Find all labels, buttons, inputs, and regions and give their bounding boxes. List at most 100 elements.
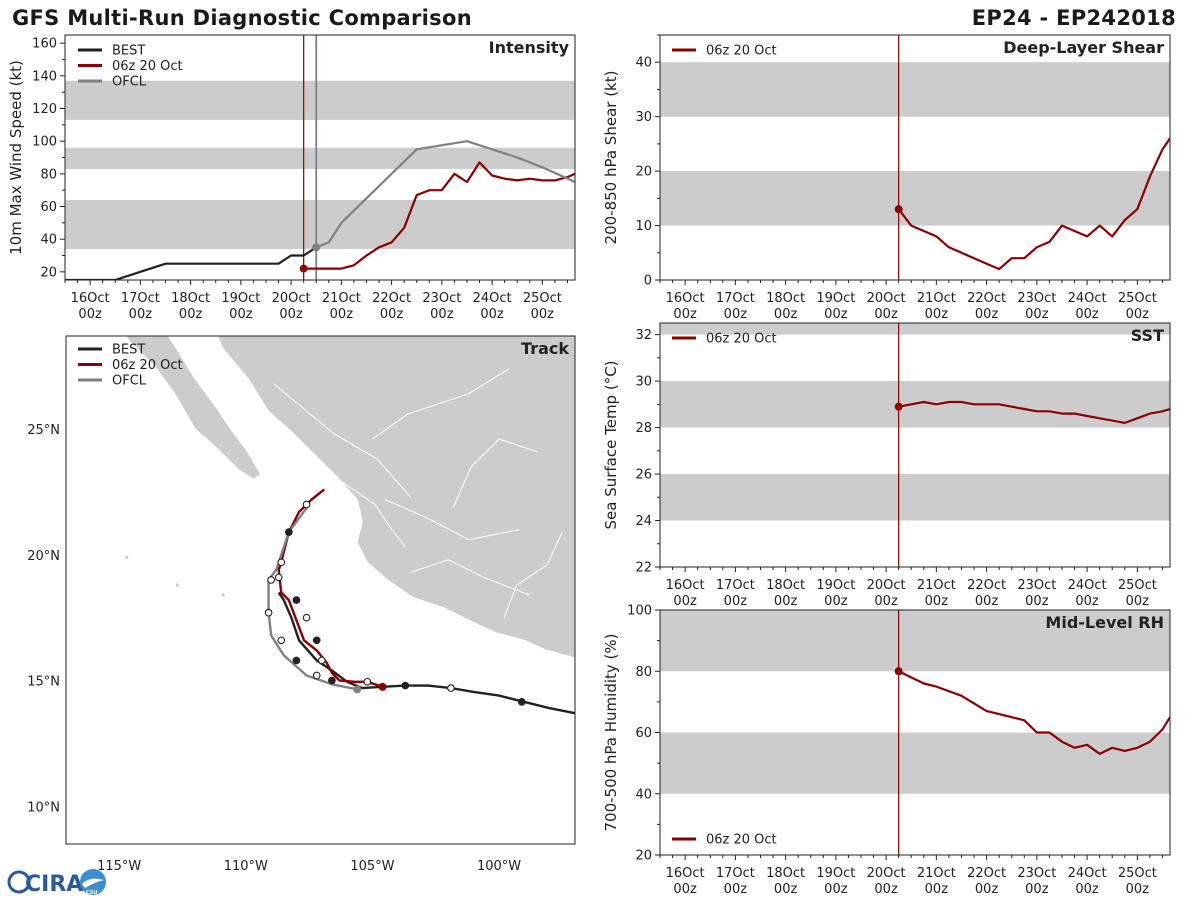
track-best-marker — [317, 656, 326, 665]
rh-xtick-label-hour: 00z — [774, 882, 798, 897]
sst-ytick-label-28: 28 — [635, 421, 652, 436]
intensity-xtick-label-hour: 00z — [78, 307, 102, 322]
rh-xtick-label-date: 20Oct — [867, 866, 906, 881]
sst-band-2 — [660, 323, 1170, 335]
intensity-legend-label: OFCL — [112, 75, 147, 90]
intensity-band-2 — [65, 80, 575, 120]
shear-ytick-label-10: 10 — [635, 219, 652, 234]
track-best-marker — [302, 613, 311, 622]
sst-ylabel: Sea Surface Temp (°C) — [602, 360, 620, 529]
panel-intensity: 2040608010012014016016Oct00z17Oct00z18Oc… — [7, 34, 576, 322]
logo-text: CIRA — [25, 872, 83, 897]
figure-title: GFS Multi-Run Diagnostic Comparison — [12, 6, 472, 30]
shear-xtick-label-hour: 00z — [1025, 307, 1049, 322]
shear-band-1 — [660, 62, 1170, 117]
shear-xtick-label-hour: 00z — [774, 307, 798, 322]
intensity-xtick-label-date: 25Oct — [523, 291, 562, 306]
track-best-marker — [292, 596, 301, 604]
sst-xtick-label-date: 22Oct — [967, 578, 1006, 593]
track-best-marker — [447, 684, 455, 692]
track-series-06z-20-oct — [277, 488, 383, 688]
track-ofcl-marker — [277, 636, 286, 645]
track-best-marker — [277, 558, 286, 567]
shear-series-06z-20-oct — [897, 137, 1170, 271]
shear-xtick-label-date: 16Oct — [666, 291, 705, 306]
panel-sst: 22242628303216Oct00z17Oct00z18Oct00z19Oc… — [602, 322, 1171, 609]
rh-xtick-label-date: 18Oct — [766, 866, 805, 881]
intensity-ytick-label-60: 60 — [40, 200, 57, 215]
intensity-ytick-label-160: 160 — [32, 37, 57, 52]
rh-xtick-label-date: 22Oct — [967, 866, 1006, 881]
track-gfs-current — [378, 682, 387, 691]
rh-xtick-label-date: 23Oct — [1017, 866, 1056, 881]
sst-xtick-label-hour: 00z — [925, 594, 949, 609]
track-ofcl-marker — [264, 608, 273, 617]
state-border — [503, 531, 563, 618]
shear-legend-label: 06z 20 Oct — [706, 44, 777, 59]
intensity-xtick-label-date: 17Oct — [121, 291, 160, 306]
wave-icon — [82, 878, 104, 888]
rh-plot-area — [660, 610, 1170, 855]
rh-band-1 — [660, 610, 1170, 672]
track-lat-label: 25°N — [27, 423, 60, 438]
rh-xtick-label-date: 25Oct — [1118, 866, 1157, 881]
intensity-ytick-label-20: 20 — [40, 265, 57, 280]
shear-title: Deep-Layer Shear — [1003, 38, 1164, 57]
shear-ytick-label-20: 20 — [635, 165, 652, 180]
track-map-area — [125, 336, 575, 715]
shear-xtick-label-hour: 00z — [724, 307, 748, 322]
shear-ytick-label-40: 40 — [635, 56, 652, 71]
sst-ytick-label-30: 30 — [635, 375, 652, 390]
rh-xtick-label-hour: 00z — [673, 882, 697, 897]
rh-xtick-label-hour: 00z — [724, 882, 748, 897]
track-lon-label: 110°W — [224, 859, 268, 874]
intensity-xtick-label-hour: 00z — [279, 307, 303, 322]
rh-xtick-label-date: 16Oct — [666, 866, 705, 881]
rh-xtick-label-hour: 00z — [824, 882, 848, 897]
intensity-ytick-label-40: 40 — [40, 233, 57, 248]
sst-xtick-label-hour: 00z — [1126, 594, 1150, 609]
sst-series-06z-20-oct — [898, 400, 1170, 424]
track-legend-label: 06z 20 Oct — [112, 358, 183, 373]
sst-ytick-label-32: 32 — [635, 328, 652, 343]
rh-xtick-label-date: 24Oct — [1068, 866, 1107, 881]
track-best-marker — [401, 681, 410, 690]
cira-logo: CIRA CSU — [7, 869, 106, 897]
intensity-series-best — [65, 246, 317, 280]
sst-legend-label: 06z 20 Oct — [706, 332, 777, 347]
track-lon-label: 105°W — [350, 859, 394, 874]
shear-xtick-label-hour: 00z — [975, 307, 999, 322]
track-best-marker — [517, 698, 526, 706]
track-ofcl-marker — [292, 656, 301, 665]
rh-xtick-label-hour: 00z — [874, 882, 898, 897]
sst-xtick-label-date: 18Oct — [766, 578, 805, 593]
rh-xtick-label-date: 21Oct — [917, 866, 956, 881]
track-lon-label: 115°W — [97, 859, 141, 874]
sst-xtick-label-hour: 00z — [874, 594, 898, 609]
shear-xtick-label-date: 24Oct — [1068, 291, 1107, 306]
intensity-xtick-label-date: 16Oct — [71, 291, 110, 306]
track-lat-label: 15°N — [27, 675, 60, 690]
intensity-marker-0 — [299, 264, 308, 273]
shear-xtick-label-date: 19Oct — [816, 291, 855, 306]
track-best-marker — [312, 636, 321, 645]
intensity-series-ofcl — [315, 140, 575, 249]
shear-band-0 — [660, 171, 1170, 226]
track-best-marker — [328, 676, 336, 685]
rh-ytick-label-20: 20 — [635, 849, 652, 864]
rh-ytick-label-40: 40 — [635, 787, 652, 802]
track-lat-label: 10°N — [27, 800, 60, 815]
intensity-xtick-label-hour: 00z — [380, 307, 404, 322]
panel-track: 115°W 110°W 105°W 100°W 10°N 15°N 20°N 25°N Trac… — [27, 335, 576, 874]
shear-xtick-label-date: 20Oct — [867, 291, 906, 306]
sst-xtick-label-hour: 00z — [1025, 594, 1049, 609]
sst-xtick-label-date: 17Oct — [716, 578, 755, 593]
sst-ytick-label-22: 22 — [635, 561, 652, 576]
rh-xtick-label-date: 17Oct — [716, 866, 755, 881]
state-border — [341, 481, 406, 548]
intensity-xtick-label-date: 24Oct — [473, 291, 512, 306]
track-ofcl-current — [353, 685, 362, 694]
track-lat-label: 20°N — [27, 549, 60, 564]
intensity-xtick-label-hour: 00z — [480, 307, 504, 322]
intensity-ylabel: 10m Max Wind Speed (kt) — [7, 60, 25, 255]
